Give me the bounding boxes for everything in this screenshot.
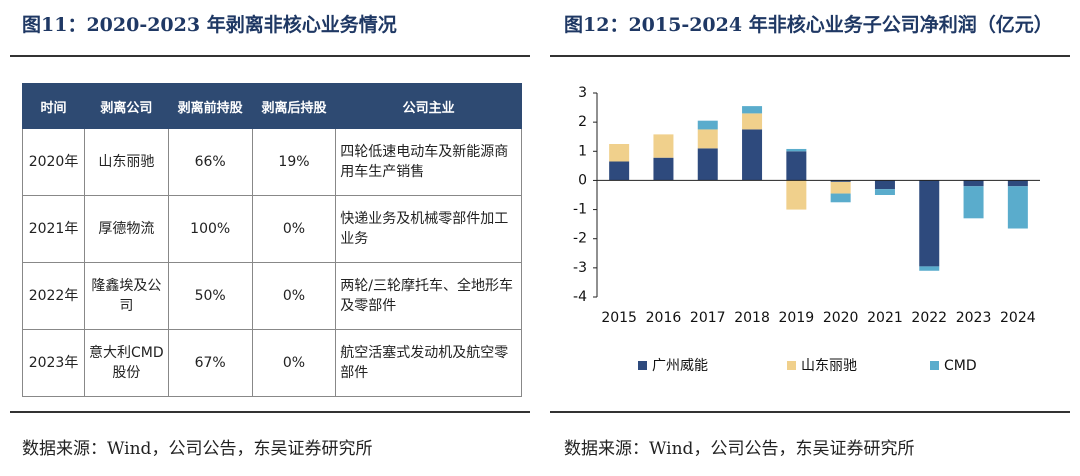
x-tick-label: 2021 <box>867 310 903 326</box>
y-tick-label: -1 <box>573 202 587 218</box>
header-cell: 剥离前持股 <box>167 83 253 129</box>
table-cell: 2021年 <box>21 195 86 263</box>
x-tick-label: 2022 <box>911 310 947 326</box>
y-tick-label: 3 <box>578 85 587 101</box>
bar <box>786 151 807 181</box>
bar <box>874 189 895 195</box>
legend-label: 广州威能 <box>652 358 708 374</box>
y-tick-label: 1 <box>578 143 587 159</box>
bar <box>653 157 674 181</box>
bar <box>830 181 851 194</box>
x-tick-label: 2016 <box>646 310 682 326</box>
rule <box>10 55 530 57</box>
bar <box>1007 186 1028 229</box>
table-cell: 66% <box>167 128 253 196</box>
rule <box>10 411 530 413</box>
bar <box>653 134 674 158</box>
bar <box>786 180 807 210</box>
x-tick-label: 2017 <box>690 310 726 326</box>
y-tick-label: -3 <box>573 260 587 276</box>
bar <box>697 129 718 149</box>
bar <box>609 144 630 162</box>
table-cell: 航空活塞式发动机及航空零部件 <box>335 329 522 397</box>
legend-label: CMD <box>944 358 977 374</box>
table-cell: 隆鑫埃及公司 <box>84 262 169 330</box>
chart-title: 图12：2015-2024 年非核心业务子公司净利润（亿元） <box>564 14 1053 36</box>
x-tick-label: 2015 <box>601 310 637 326</box>
table-cell: 67% <box>167 329 253 397</box>
left-title: 图11：2020-2023 年剥离非核心业务情况 <box>22 14 397 36</box>
header-cell: 公司主业 <box>335 83 522 129</box>
table-cell: 100% <box>167 195 253 263</box>
table-cell: 快递业务及机械零部件加工业务 <box>335 195 522 263</box>
legend-swatch <box>930 361 939 370</box>
table-row: 2023年 意大利CMD股份 67% 0% 航空活塞式发动机及航空零部件 <box>21 329 522 397</box>
table-cell: 2020年 <box>21 128 86 196</box>
table-cell: 0% <box>251 195 337 263</box>
x-tick-label: 2020 <box>823 310 859 326</box>
x-tick-label: 2018 <box>734 310 770 326</box>
table-cell: 2022年 <box>21 262 86 330</box>
x-tick-label: 2019 <box>779 310 815 326</box>
y-tick-label: 2 <box>578 114 587 130</box>
rule <box>550 55 1070 57</box>
x-tick-label: 2023 <box>956 310 992 326</box>
bar <box>919 180 940 267</box>
table-cell: 50% <box>167 262 253 330</box>
bar <box>742 129 763 181</box>
bar <box>963 180 984 187</box>
table-cell: 2023年 <box>21 329 86 397</box>
bar <box>1007 180 1028 187</box>
y-tick-label: -4 <box>573 289 587 305</box>
header-row: 时间 剥离公司 剥离前持股 剥离后持股 公司主业 <box>21 83 522 129</box>
table-cell: 意大利CMD股份 <box>84 329 169 397</box>
legend-swatch <box>787 361 796 370</box>
table-cell: 0% <box>251 262 337 330</box>
bar <box>742 106 763 114</box>
y-tick-label: -2 <box>573 231 587 247</box>
header-cell: 时间 <box>21 83 86 129</box>
bar <box>609 161 630 181</box>
table-cell: 山东丽驰 <box>84 128 169 196</box>
table-cell: 19% <box>251 128 337 196</box>
table-cell: 0% <box>251 329 337 397</box>
header-cell: 剥离公司 <box>84 83 169 129</box>
chart-source: 数据来源：Wind，公司公告，东吴证券研究所 <box>564 439 915 459</box>
table-row: 2021年 厚德物流 100% 0% 快递业务及机械零部件加工业务 <box>21 195 522 263</box>
bar <box>697 120 718 130</box>
y-tick-label: 0 <box>578 172 587 188</box>
table-cell: 两轮/三轮摩托车、全地形车及零部件 <box>335 262 522 330</box>
table-row: 2020年 山东丽驰 66% 19% 四轮低速电动车及新能源商用车生产销售 <box>21 128 522 196</box>
table: 时间 剥离公司 剥离前持股 剥离后持股 公司主业 2020年 山东丽驰 66% 19% 四轮低速电… <box>21 83 522 397</box>
table-cell: 四轮低速电动车及新能源商用车生产销售 <box>335 128 522 196</box>
bar <box>786 148 807 152</box>
bar <box>919 266 940 271</box>
rule <box>550 411 1070 413</box>
bar <box>963 186 984 219</box>
bar <box>697 148 718 181</box>
chart: -4 -3 -2 -1 0 1 2 3 2015 2016 2017 2018 2019 2020 2021… <box>573 85 1040 374</box>
table-cell: 厚德物流 <box>84 195 169 263</box>
x-tick-label: 2024 <box>1000 310 1036 326</box>
bar <box>830 180 851 182</box>
left-source: 数据来源：Wind，公司公告，东吴证券研究所 <box>22 439 373 459</box>
table-row: 2022年 隆鑫埃及公司 50% 0% 两轮/三轮摩托车、全地形车及零部件 <box>21 262 522 330</box>
bar <box>874 180 895 190</box>
header-cell: 剥离后持股 <box>251 83 337 129</box>
bar <box>742 113 763 130</box>
bar <box>830 193 851 203</box>
legend-swatch <box>638 361 647 370</box>
legend-label: 山东丽驰 <box>801 358 857 374</box>
